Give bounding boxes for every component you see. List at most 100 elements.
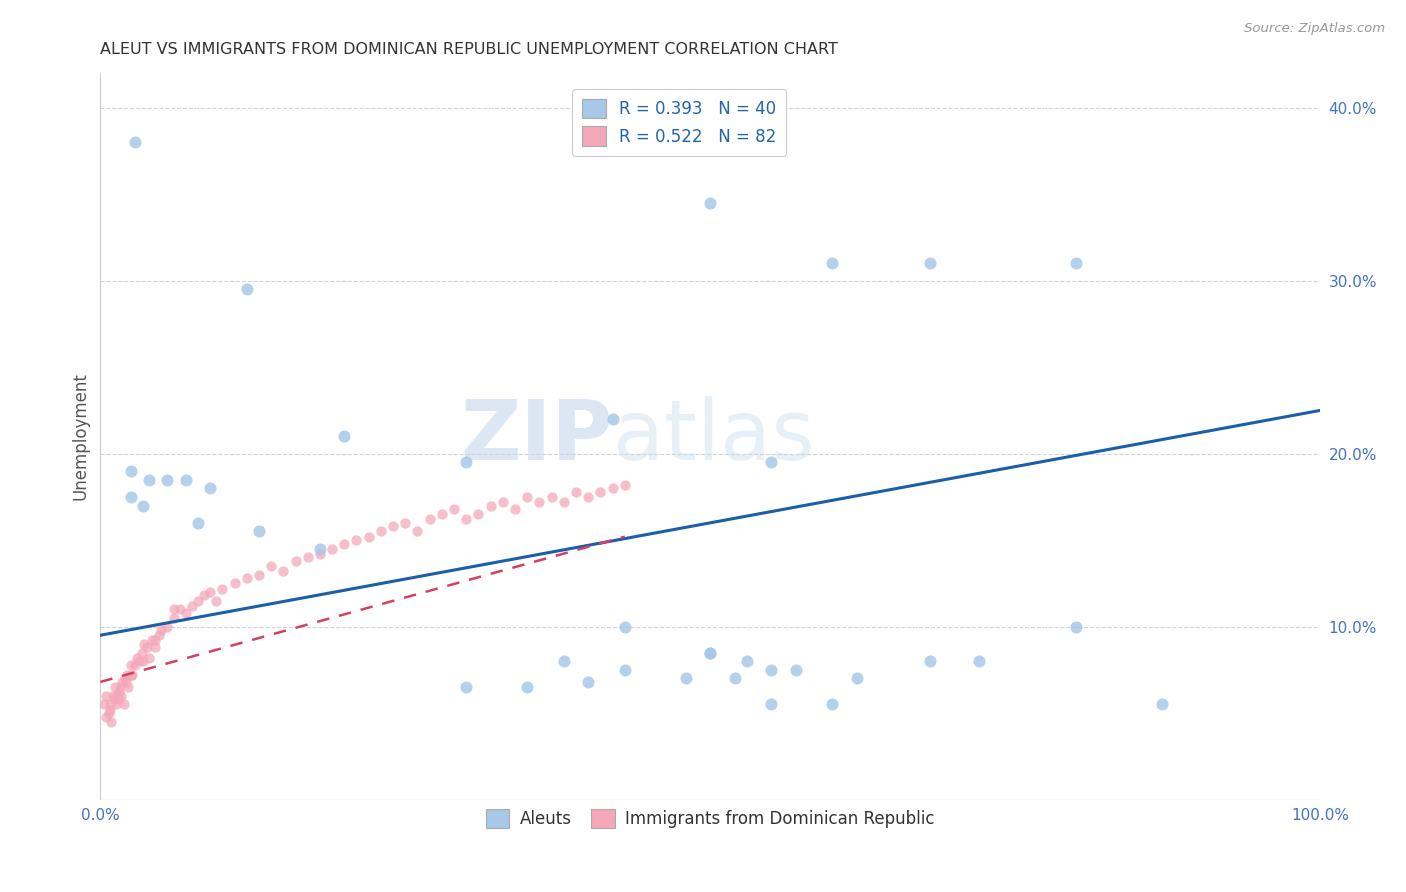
Text: atlas: atlas [613, 396, 814, 477]
Point [1150, 698, 1173, 712]
Point [613, 619, 636, 633]
Point [406, 524, 429, 539]
Point [602, 412, 624, 426]
Point [141, 633, 163, 648]
Point [115, 674, 138, 689]
Point [565, 484, 588, 499]
Text: ALEUT VS IMMIGRANTS FROM DOMINICAN REPUBLIC UNEMPLOYMENT CORRELATION CHART: ALEUT VS IMMIGRANTS FROM DOMINICAN REPUB… [100, 42, 838, 57]
Point [115, 668, 138, 682]
Point [100, 714, 122, 729]
Point [735, 654, 758, 668]
Point [284, 554, 307, 568]
Point [761, 455, 783, 469]
Point [443, 502, 465, 516]
Point [247, 524, 270, 539]
Point [357, 530, 380, 544]
Point [128, 654, 150, 668]
Point [224, 576, 246, 591]
Point [112, 698, 135, 712]
Point [124, 657, 146, 672]
Point [699, 646, 721, 660]
Point [104, 680, 127, 694]
Point [187, 516, 209, 530]
Point [967, 654, 990, 668]
Point [98, 698, 121, 712]
Point [553, 495, 575, 509]
Point [456, 455, 478, 469]
Point [602, 481, 624, 495]
Y-axis label: Unemployment: Unemployment [72, 373, 89, 500]
Point [321, 541, 343, 556]
Point [430, 507, 453, 521]
Point [162, 611, 184, 625]
Point [211, 582, 233, 596]
Point [138, 650, 160, 665]
Point [235, 282, 257, 296]
Point [821, 698, 844, 712]
Point [120, 657, 142, 672]
Point [699, 646, 721, 660]
Point [1064, 256, 1087, 270]
Point [162, 602, 184, 616]
Point [103, 692, 125, 706]
Point [125, 650, 148, 665]
Point [174, 606, 197, 620]
Point [346, 533, 368, 548]
Point [699, 195, 721, 210]
Point [675, 672, 697, 686]
Point [121, 668, 143, 682]
Point [93, 698, 115, 712]
Point [120, 490, 142, 504]
Point [918, 654, 941, 668]
Point [821, 256, 844, 270]
Point [107, 689, 129, 703]
Point [785, 663, 807, 677]
Point [260, 559, 283, 574]
Point [138, 473, 160, 487]
Legend: Aleuts, Immigrants from Dominican Republic: Aleuts, Immigrants from Dominican Republ… [479, 802, 941, 835]
Point [187, 593, 209, 607]
Point [96, 689, 118, 703]
Point [148, 628, 170, 642]
Point [111, 674, 134, 689]
Point [235, 571, 257, 585]
Point [394, 516, 416, 530]
Point [382, 519, 405, 533]
Point [918, 256, 941, 270]
Point [845, 672, 868, 686]
Point [120, 464, 142, 478]
Point [370, 524, 392, 539]
Point [134, 637, 156, 651]
Point [1064, 619, 1087, 633]
Point [576, 490, 599, 504]
Point [117, 680, 139, 694]
Point [479, 499, 502, 513]
Point [124, 136, 146, 150]
Point [114, 672, 136, 686]
Point [333, 536, 356, 550]
Point [169, 602, 191, 616]
Point [273, 564, 295, 578]
Point [132, 654, 155, 668]
Point [589, 484, 612, 499]
Point [180, 599, 202, 613]
Point [150, 623, 173, 637]
Point [761, 698, 783, 712]
Point [193, 589, 215, 603]
Point [174, 473, 197, 487]
Point [156, 473, 179, 487]
Text: ZIP: ZIP [460, 396, 613, 477]
Point [309, 541, 332, 556]
Point [540, 490, 562, 504]
Point [613, 663, 636, 677]
Point [333, 429, 356, 443]
Point [135, 640, 157, 655]
Point [492, 495, 515, 509]
Point [198, 585, 221, 599]
Point [101, 689, 124, 703]
Point [131, 646, 153, 660]
Point [456, 512, 478, 526]
Point [309, 547, 332, 561]
Point [97, 706, 120, 720]
Point [456, 680, 478, 694]
